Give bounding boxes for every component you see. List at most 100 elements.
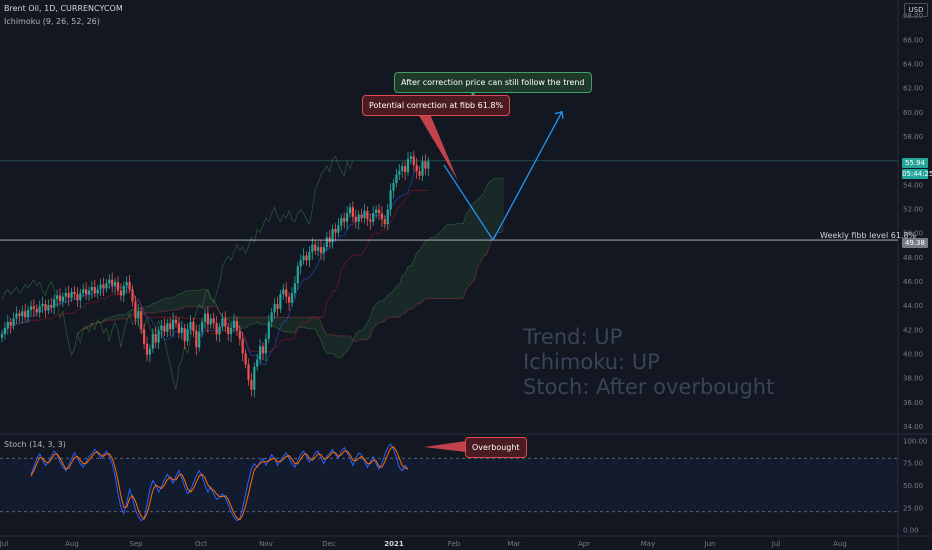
summary-stoch: Stoch: After overbought — [523, 375, 775, 399]
candle-body — [27, 309, 30, 318]
overbought-callout[interactable]: Overbought — [465, 437, 527, 458]
price-tick-label: 54.00 — [903, 181, 923, 189]
candle-body — [79, 293, 82, 301]
ichimoku-legend[interactable]: Ichimoku (9, 26, 52, 26) — [4, 17, 100, 26]
candle-body — [47, 305, 50, 310]
candle-body — [302, 255, 305, 261]
ichimoku-cloud — [77, 178, 504, 358]
candle-body — [82, 289, 85, 294]
candle-body — [119, 290, 122, 296]
correction-pointer — [418, 114, 458, 181]
candle-body — [96, 289, 99, 294]
candle-body — [105, 283, 108, 289]
candle-body — [285, 289, 288, 297]
time-tick-label: Nov — [259, 540, 273, 548]
candle-body — [322, 247, 325, 254]
time-tick-label: 2021 — [384, 540, 404, 548]
candle-body — [151, 334, 154, 349]
candle-body — [389, 190, 392, 210]
stoch-tick-label: 0.00 — [903, 527, 919, 535]
stoch-legend[interactable]: Stoch (14, 3, 3) — [4, 440, 66, 449]
correction-callout[interactable]: Potential correction at fibb 61.8% — [362, 95, 511, 116]
candle-body — [259, 346, 262, 360]
time-tick-label: Jun — [704, 540, 716, 548]
candle-body — [317, 247, 320, 251]
stoch-band — [0, 458, 898, 512]
candle-body — [154, 334, 157, 343]
candle-body — [398, 170, 401, 175]
candle-body — [360, 214, 363, 219]
price-tick-label: 58.00 — [903, 133, 923, 141]
fibb-level-label: Weekly fibb level 61.8% — [820, 231, 917, 240]
candle-body — [206, 313, 209, 325]
candle-body — [53, 299, 56, 308]
trend-continuation-callout[interactable]: After correction price can still follow … — [394, 72, 592, 93]
candle-body — [253, 366, 256, 390]
candle-body — [73, 291, 76, 295]
time-tick-label: Apr — [578, 540, 590, 548]
candle-body — [114, 282, 117, 286]
candle-body — [90, 286, 93, 291]
candle-body — [70, 291, 73, 298]
candle-body — [392, 183, 395, 191]
candle-body — [369, 219, 372, 222]
candle-body — [354, 216, 357, 222]
candle-body — [85, 289, 88, 295]
candle-body — [6, 322, 9, 329]
candle-body — [160, 325, 163, 331]
candle-body — [177, 323, 180, 333]
senkou-span-b — [77, 229, 504, 343]
candle-body — [224, 318, 227, 327]
candle-body — [343, 218, 346, 222]
last-price-tag: 55.94 — [902, 158, 928, 168]
symbol-title[interactable]: Brent Oil, 1D, CURRENCYCOM — [4, 4, 123, 13]
candle-body — [288, 296, 291, 303]
overbought-pointer — [424, 441, 466, 452]
candle-body — [203, 313, 207, 323]
candle-body — [111, 279, 114, 286]
candle-body — [218, 326, 221, 335]
candle-body — [195, 330, 198, 348]
candle-body — [238, 330, 241, 339]
candle-body — [357, 214, 360, 222]
candle-body — [18, 313, 21, 316]
countdown-tag: 05:44:25 — [902, 169, 932, 179]
candle-body — [189, 322, 192, 330]
candle-body — [415, 164, 418, 171]
price-tick-label: 40.00 — [903, 350, 923, 358]
stoch-tick-label: 25.00 — [903, 504, 923, 512]
candle-body — [50, 305, 53, 308]
candle-body — [24, 311, 27, 318]
candle-body — [58, 295, 62, 302]
price-tick-label: 48.00 — [903, 254, 923, 262]
candle-body — [372, 213, 375, 222]
candle-body — [61, 296, 64, 302]
price-tick-label: 36.00 — [903, 399, 923, 407]
candle-body — [9, 322, 12, 326]
candle-body — [99, 284, 102, 290]
price-tick-label: 46.00 — [903, 278, 923, 286]
candle-body — [102, 284, 105, 289]
candle-body — [56, 295, 59, 300]
candle-body — [409, 156, 412, 159]
candle-body — [401, 166, 404, 171]
price-tick-label: 38.00 — [903, 375, 923, 383]
candle-body — [35, 308, 38, 313]
candle-body — [143, 329, 146, 344]
candle-body — [235, 320, 238, 331]
projection-path — [443, 111, 563, 242]
senkou-span-a — [77, 177, 504, 359]
candle-body — [282, 289, 285, 295]
candle-body — [169, 323, 172, 330]
candle-body — [366, 210, 369, 220]
candle-body — [125, 282, 128, 286]
candle-body — [232, 320, 236, 329]
candle-body — [21, 311, 24, 316]
candle-body — [3, 328, 6, 335]
candle-body — [276, 303, 279, 309]
candle-body — [15, 313, 18, 319]
candle-body — [395, 174, 398, 184]
currency-badge[interactable]: USD — [904, 3, 928, 17]
stoch-tick-label: 50.00 — [903, 482, 923, 490]
